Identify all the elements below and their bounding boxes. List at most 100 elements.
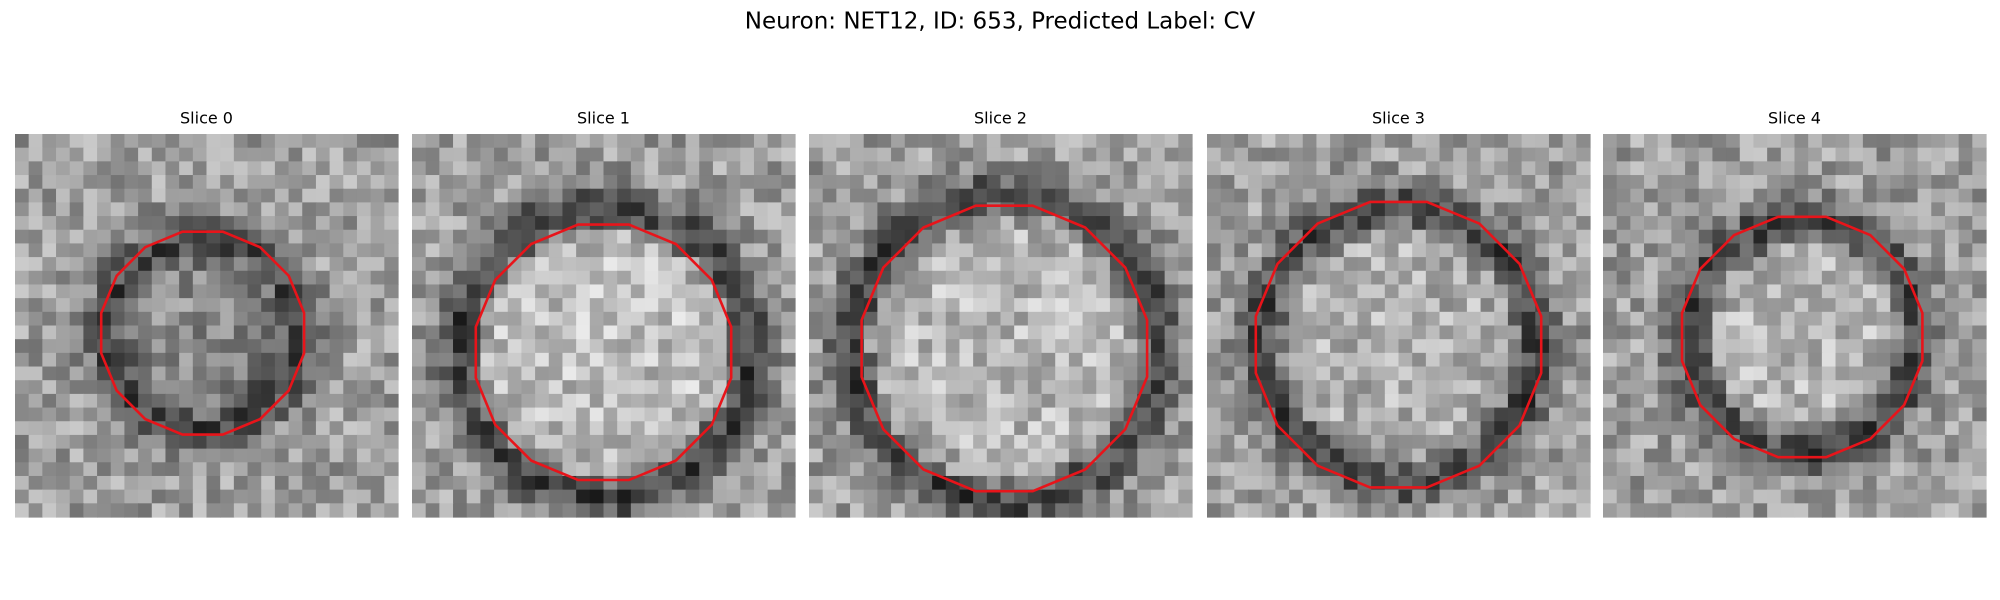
pixel — [15, 134, 30, 149]
pixel — [767, 393, 782, 409]
panel-title: Slice 0 — [180, 109, 233, 128]
pixel — [1698, 475, 1714, 491]
pixel — [1630, 393, 1645, 409]
pixel — [630, 421, 646, 436]
pixel — [1821, 257, 1837, 272]
pixel — [959, 229, 974, 245]
pixel — [1234, 339, 1249, 354]
pixel — [1302, 298, 1318, 313]
pixel — [1000, 352, 1015, 368]
pixel — [712, 448, 728, 463]
pixel — [1685, 188, 1700, 203]
pixel — [589, 188, 605, 203]
pixel — [15, 311, 30, 327]
pixel — [1343, 175, 1359, 190]
pixel — [959, 339, 974, 354]
pixel — [1821, 311, 1837, 327]
pixel — [329, 352, 344, 368]
pixel — [1109, 161, 1125, 176]
pixel — [1357, 243, 1372, 258]
pixel — [97, 421, 112, 436]
pixel — [1371, 188, 1386, 203]
pixel — [1000, 489, 1015, 504]
pixel — [1903, 462, 1919, 477]
pixel — [274, 311, 290, 327]
pixel — [453, 421, 468, 436]
pixel — [110, 188, 126, 203]
pixel — [1480, 257, 1495, 272]
pixel — [165, 216, 180, 231]
pixel — [973, 475, 988, 491]
pixel — [1944, 270, 1960, 286]
pixel — [1726, 475, 1741, 491]
pixel — [685, 188, 700, 203]
pixel — [712, 161, 728, 176]
pixel — [1068, 352, 1084, 368]
pixel — [617, 339, 632, 354]
pixel — [1220, 393, 1235, 409]
pixel — [891, 407, 906, 422]
pixel — [83, 175, 98, 190]
pixel — [836, 229, 851, 245]
pixel — [56, 243, 71, 258]
pixel — [753, 462, 769, 477]
pixel — [945, 284, 961, 299]
pixel — [1371, 421, 1386, 436]
pixel — [918, 202, 933, 217]
pixel — [630, 202, 646, 217]
pixel — [836, 462, 851, 477]
pixel — [1082, 352, 1097, 368]
pixel — [671, 298, 687, 313]
pixel — [1630, 229, 1645, 245]
pixel — [343, 393, 358, 409]
pixel — [644, 393, 659, 409]
pixel — [1123, 298, 1138, 313]
pixel — [809, 407, 824, 422]
pixel — [1535, 257, 1550, 272]
pixel — [1849, 325, 1864, 340]
pixel — [110, 407, 126, 422]
pixel — [1109, 434, 1125, 450]
pixel — [274, 448, 290, 463]
pixel — [1726, 216, 1741, 231]
pixel — [1917, 421, 1932, 436]
pixel — [124, 188, 139, 203]
panel-title: Slice 2 — [974, 109, 1027, 128]
pixel — [1425, 462, 1441, 477]
pixel — [1821, 366, 1837, 381]
pixel — [658, 175, 673, 190]
pixel — [1958, 202, 1973, 217]
pixel — [1944, 243, 1960, 258]
pixel — [753, 311, 769, 327]
pixel — [726, 216, 741, 231]
pixel — [1357, 434, 1372, 450]
pixel — [1234, 311, 1249, 327]
pixel — [617, 421, 632, 436]
pixel — [288, 311, 303, 327]
pixel — [1780, 325, 1796, 340]
pixel — [1055, 243, 1070, 258]
pixel — [1917, 243, 1932, 258]
pixel — [1494, 270, 1509, 286]
pixel — [151, 434, 167, 450]
pixel — [1480, 489, 1495, 504]
pixel — [15, 352, 30, 368]
pixel — [562, 380, 577, 395]
pixel — [1603, 380, 1618, 395]
pixel — [1903, 298, 1919, 313]
pixel — [767, 448, 782, 463]
pixel — [1644, 216, 1659, 231]
pixel — [1412, 216, 1427, 231]
pixel — [658, 202, 673, 217]
pixel — [206, 489, 221, 504]
pixel — [370, 339, 385, 354]
pixel — [726, 175, 741, 190]
pixel — [343, 448, 358, 463]
pixel — [1671, 339, 1686, 354]
pixel — [1548, 448, 1564, 463]
pixel — [959, 175, 974, 190]
pixel — [1302, 134, 1318, 149]
pixel — [1548, 421, 1564, 436]
pixel — [1109, 380, 1125, 395]
pixel — [1330, 298, 1345, 313]
